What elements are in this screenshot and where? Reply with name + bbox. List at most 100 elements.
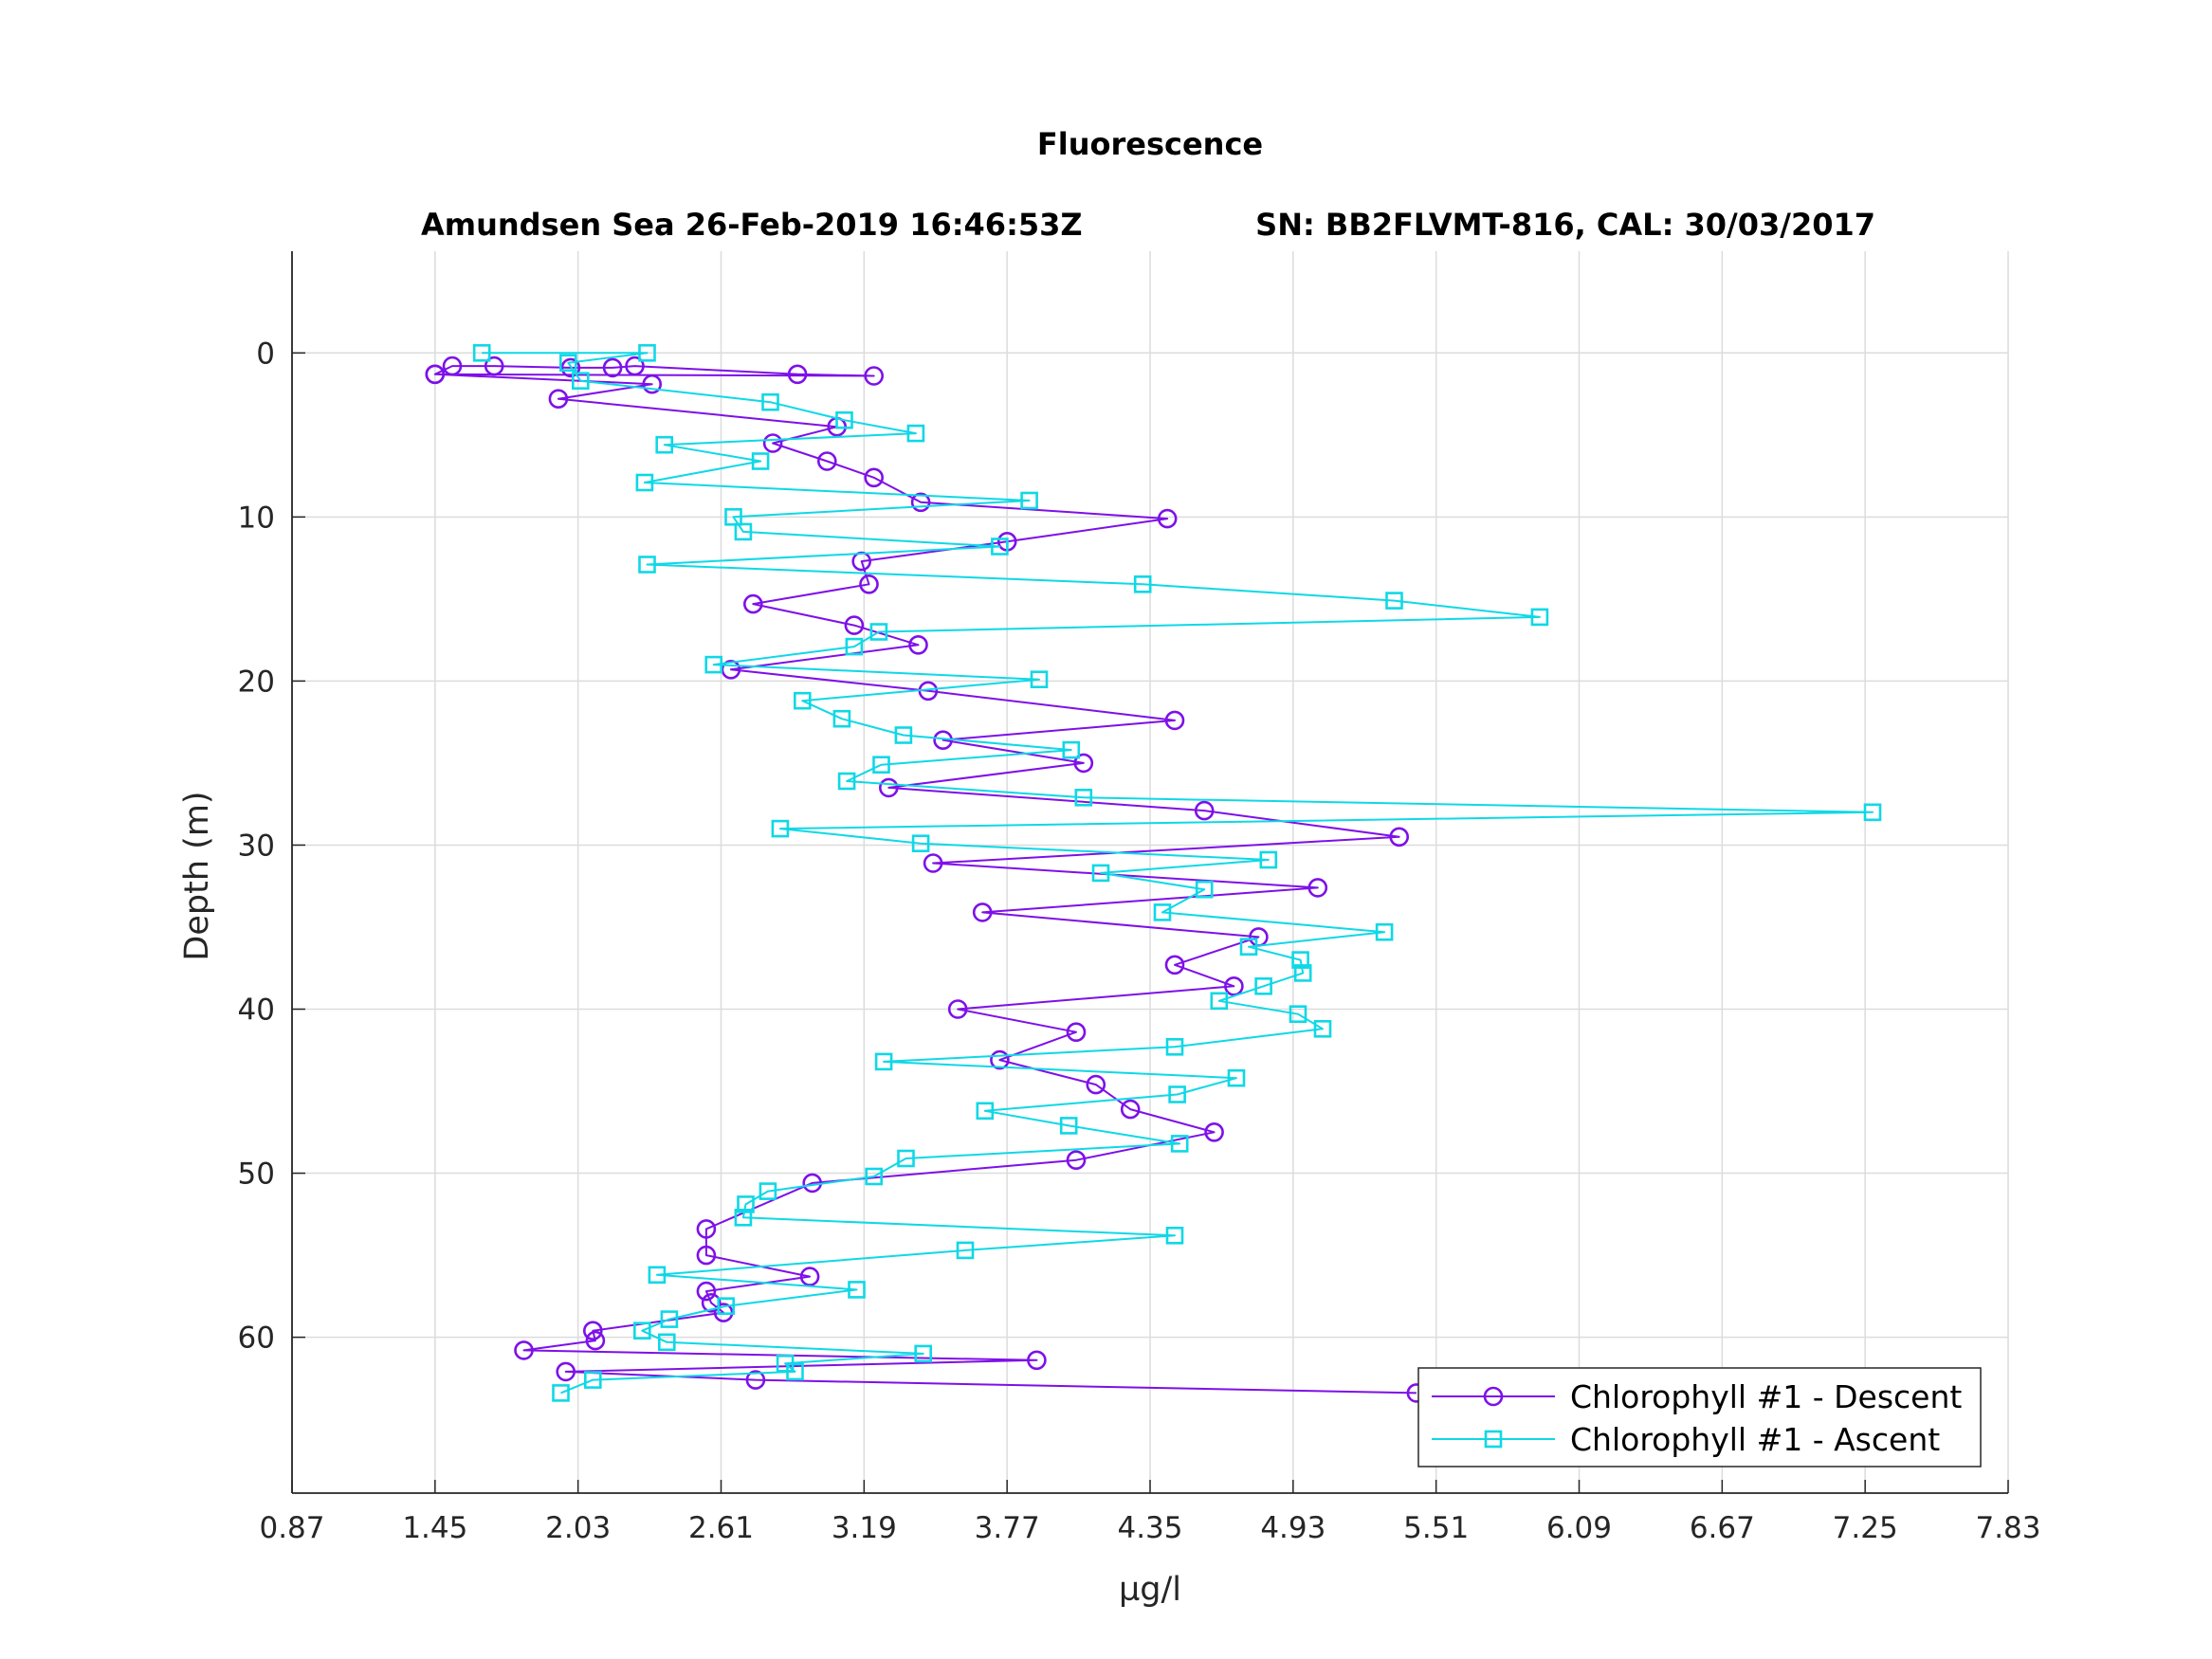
data-point bbox=[625, 356, 645, 376]
data-point bbox=[1204, 1122, 1224, 1142]
x-axis-label: µg/l bbox=[1119, 1571, 1181, 1609]
data-point bbox=[1086, 1074, 1106, 1095]
x-tick-label: 6.67 bbox=[1690, 1511, 1755, 1545]
grid bbox=[291, 251, 2009, 1493]
data-point bbox=[1164, 710, 1185, 731]
data-point bbox=[878, 777, 899, 798]
x-tick-label: 2.03 bbox=[545, 1511, 611, 1545]
data-point bbox=[558, 354, 577, 373]
data-point bbox=[1210, 992, 1229, 1011]
data-point bbox=[552, 1384, 570, 1402]
y-tick-label: 30 bbox=[238, 829, 275, 863]
data-point bbox=[1195, 880, 1214, 899]
chart-title: Fluorescence bbox=[1037, 126, 1263, 162]
data-point bbox=[582, 1321, 603, 1340]
x-tick-label: 3.77 bbox=[975, 1511, 1040, 1545]
data-point bbox=[914, 1344, 933, 1363]
series-line bbox=[433, 365, 1417, 1395]
y-tick-labels: 0 10 20 30 40 50 60 bbox=[238, 337, 275, 1355]
data-point bbox=[872, 756, 890, 775]
data-point bbox=[1165, 1038, 1184, 1056]
data-point bbox=[1091, 864, 1110, 883]
axes bbox=[291, 251, 2009, 1494]
data-point bbox=[696, 1219, 717, 1239]
data-point bbox=[1530, 608, 1549, 627]
data-point bbox=[724, 507, 742, 526]
data-point bbox=[1120, 1099, 1141, 1120]
data-point bbox=[1059, 1117, 1078, 1135]
data-point bbox=[742, 593, 763, 614]
legend-label-descent: Chlorophyll #1 - Descent bbox=[1570, 1378, 1962, 1415]
data-point bbox=[696, 1281, 717, 1302]
data-point bbox=[976, 1102, 995, 1121]
data-point bbox=[548, 389, 569, 410]
data-point bbox=[865, 1167, 884, 1186]
data-point bbox=[1227, 1068, 1246, 1087]
chart-subtitle-left: Amundsen Sea 26-Feb-2019 16:46:53Z bbox=[421, 207, 1083, 243]
x-tick-label: 5.51 bbox=[1403, 1511, 1469, 1545]
chart-subtitle-right: SN: BB2FLVMT-816, CAL: 30/03/2017 bbox=[1255, 207, 1875, 243]
y-tick-label: 0 bbox=[256, 337, 275, 371]
data-point bbox=[864, 366, 885, 386]
y-tick-label: 50 bbox=[238, 1158, 275, 1192]
series-descent bbox=[425, 356, 1427, 1403]
data-point bbox=[648, 1266, 667, 1285]
data-point bbox=[442, 356, 463, 376]
data-point bbox=[657, 1333, 676, 1352]
data-point bbox=[923, 853, 943, 873]
legend-item-ascent: Chlorophyll #1 - Ascent bbox=[1432, 1421, 1940, 1458]
data-point bbox=[560, 357, 581, 378]
data-point bbox=[759, 1182, 777, 1200]
data-point bbox=[787, 364, 808, 385]
data-point bbox=[642, 374, 663, 394]
data-point bbox=[1259, 850, 1278, 869]
data-point bbox=[859, 574, 879, 594]
data-point bbox=[701, 1293, 722, 1313]
data-point bbox=[660, 1310, 679, 1328]
x-tick-label: 3.19 bbox=[832, 1511, 897, 1545]
data-point bbox=[897, 1149, 915, 1168]
data-point bbox=[734, 1209, 753, 1227]
data-point bbox=[1863, 803, 1882, 822]
data-point bbox=[991, 538, 1009, 556]
data-point bbox=[571, 372, 590, 391]
data-point bbox=[556, 1361, 576, 1382]
data-point bbox=[1254, 977, 1272, 995]
data-point bbox=[1066, 1022, 1087, 1042]
data-point bbox=[762, 433, 783, 453]
data-point bbox=[1074, 788, 1093, 807]
y-tick-label: 40 bbox=[238, 993, 275, 1027]
data-point bbox=[1027, 1350, 1047, 1371]
x-tick-label: 1.45 bbox=[402, 1511, 467, 1545]
data-point bbox=[1385, 592, 1403, 610]
y-tick-label: 60 bbox=[238, 1322, 275, 1356]
legend-marker-ascent bbox=[1484, 1430, 1503, 1449]
data-point bbox=[1194, 800, 1215, 821]
x-tick-label: 0.87 bbox=[259, 1511, 324, 1545]
data-point bbox=[602, 357, 623, 378]
data-point bbox=[425, 364, 446, 385]
data-point bbox=[1133, 574, 1152, 593]
legend-marker-descent bbox=[1483, 1386, 1504, 1407]
data-point bbox=[632, 1322, 651, 1340]
data-point bbox=[638, 556, 656, 574]
legend-box bbox=[1417, 1367, 1982, 1468]
data-point bbox=[717, 1297, 736, 1315]
data-point bbox=[848, 1281, 866, 1299]
x-tick-labels: 0.87 1.45 2.03 2.61 3.19 3.77 4.35 4.93 5.51 6.09… bbox=[259, 1511, 2040, 1545]
data-point bbox=[864, 467, 885, 488]
data-point bbox=[484, 356, 504, 376]
legend-label-ascent: Chlorophyll #1 - Ascent bbox=[1570, 1421, 1940, 1458]
data-point bbox=[655, 435, 674, 454]
x-tick-label: 7.25 bbox=[1833, 1511, 1898, 1545]
data-point bbox=[583, 1371, 602, 1389]
data-point bbox=[1239, 938, 1258, 957]
data-point bbox=[816, 451, 837, 471]
data-point bbox=[844, 615, 865, 635]
data-point bbox=[1313, 1020, 1332, 1038]
data-point bbox=[1289, 1005, 1307, 1023]
series-ascent bbox=[472, 343, 1882, 1402]
data-point bbox=[1066, 1150, 1087, 1170]
series-line bbox=[482, 352, 1874, 1395]
